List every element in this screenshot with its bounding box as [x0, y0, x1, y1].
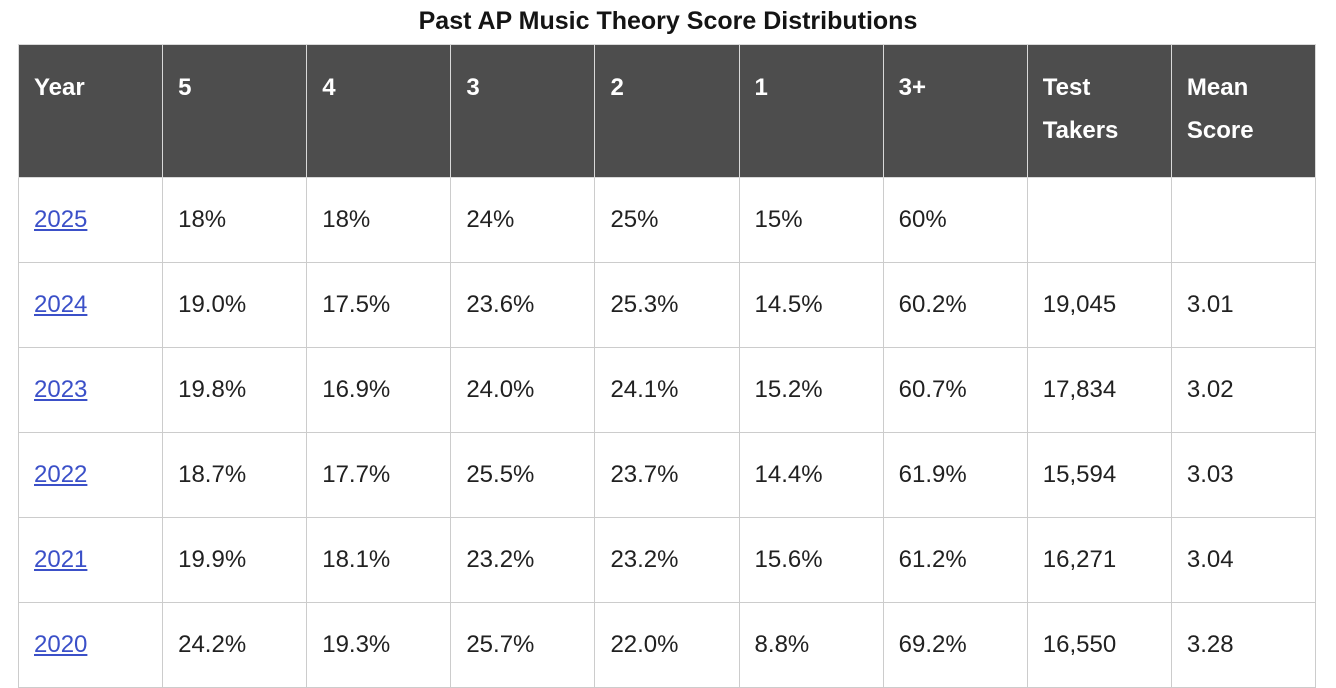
data-cell: 15%	[738, 177, 884, 263]
year-cell: 2020	[17, 602, 164, 688]
data-cell: 19.0%	[162, 262, 308, 348]
column-header-1: 1	[738, 44, 884, 178]
data-cell: 3.01	[1170, 262, 1317, 348]
year-link[interactable]: 2024	[34, 290, 88, 318]
data-cell: 17.5%	[306, 262, 452, 348]
table-header: Year 5 4 3 2 1 3+ Test Takers Mean Score	[17, 44, 1317, 178]
table-row: 2023 19.8% 16.9% 24.0% 24.1% 15.2% 60.7% 17,834…	[17, 347, 1317, 433]
column-header-2: 2	[594, 44, 740, 178]
data-cell: 14.5%	[738, 262, 884, 348]
table-row: 2024 19.0% 17.5% 23.6% 25.3% 14.5% 60.2% 19,045…	[17, 262, 1317, 348]
year-link[interactable]: 2021	[34, 545, 88, 573]
data-cell: 3.04	[1170, 517, 1317, 603]
data-cell: 24%	[450, 177, 596, 263]
data-cell: 8.8%	[738, 602, 884, 688]
column-header-5: 5	[162, 44, 308, 178]
data-cell: 61.2%	[882, 517, 1028, 603]
data-cell: 17.7%	[306, 432, 452, 518]
column-header-year: Year	[17, 44, 164, 178]
data-cell: 19.9%	[162, 517, 308, 603]
data-cell: 3.03	[1170, 432, 1317, 518]
data-cell: 23.2%	[594, 517, 740, 603]
year-cell: 2024	[17, 262, 164, 348]
data-cell: 60%	[882, 177, 1028, 263]
data-cell: 24.0%	[450, 347, 596, 433]
data-cell: 3.02	[1170, 347, 1317, 433]
table-row: 2020 24.2% 19.3% 25.7% 22.0% 8.8% 69.2% 16,550 3…	[17, 602, 1317, 688]
data-cell: 19,045	[1026, 262, 1172, 348]
data-cell: 60.2%	[882, 262, 1028, 348]
data-cell: 16.9%	[306, 347, 452, 433]
score-distribution-table: Year 5 4 3 2 1 3+ Test Takers Mean Score 2025 18%…	[17, 44, 1317, 688]
table-row: 2025 18% 18% 24% 25% 15% 60%	[17, 177, 1317, 263]
column-header-test-takers: Test Takers	[1026, 44, 1172, 178]
data-cell: 60.7%	[882, 347, 1028, 433]
table-body: 2025 18% 18% 24% 25% 15% 60% 2024 19.0% 17.5% 23.6…	[17, 177, 1317, 688]
data-cell: 25.3%	[594, 262, 740, 348]
data-cell: 14.4%	[738, 432, 884, 518]
data-cell: 18.7%	[162, 432, 308, 518]
data-cell: 61.9%	[882, 432, 1028, 518]
year-link[interactable]: 2020	[34, 630, 88, 658]
data-cell: 19.8%	[162, 347, 308, 433]
table-row: 2021 19.9% 18.1% 23.2% 23.2% 15.6% 61.2% 16,271…	[17, 517, 1317, 603]
table-container: Year 5 4 3 2 1 3+ Test Takers Mean Score 2025 18%…	[0, 44, 1336, 688]
column-header-mean-score: Mean Score	[1170, 44, 1317, 178]
data-cell: 23.7%	[594, 432, 740, 518]
data-cell: 19.3%	[306, 602, 452, 688]
data-cell: 15,594	[1026, 432, 1172, 518]
year-link[interactable]: 2025	[34, 205, 88, 233]
table-row: 2022 18.7% 17.7% 25.5% 23.7% 14.4% 61.9% 15,594…	[17, 432, 1317, 518]
data-cell: 24.2%	[162, 602, 308, 688]
data-cell: 16,271	[1026, 517, 1172, 603]
year-cell: 2025	[17, 177, 164, 263]
year-cell: 2023	[17, 347, 164, 433]
column-header-3-: 3+	[882, 44, 1028, 178]
data-cell: 3.28	[1170, 602, 1317, 688]
data-cell: 17,834	[1026, 347, 1172, 433]
data-cell: 25%	[594, 177, 740, 263]
column-header-4: 4	[306, 44, 452, 178]
page-title: Past AP Music Theory Score Distributions	[418, 7, 918, 35]
data-cell: 25.5%	[450, 432, 596, 518]
data-cell: 23.6%	[450, 262, 596, 348]
column-header-3: 3	[450, 44, 596, 178]
data-cell: 23.2%	[450, 517, 596, 603]
data-cell: 16,550	[1026, 602, 1172, 688]
data-cell	[1170, 177, 1317, 263]
data-cell: 15.2%	[738, 347, 884, 433]
data-cell: 18%	[162, 177, 308, 263]
data-cell: 18.1%	[306, 517, 452, 603]
year-cell: 2022	[17, 432, 164, 518]
header-row: Year 5 4 3 2 1 3+ Test Takers Mean Score	[17, 44, 1317, 178]
year-cell: 2021	[17, 517, 164, 603]
year-link[interactable]: 2023	[34, 375, 88, 403]
data-cell: 18%	[306, 177, 452, 263]
data-cell: 25.7%	[450, 602, 596, 688]
data-cell: 22.0%	[594, 602, 740, 688]
year-link[interactable]: 2022	[34, 460, 88, 488]
data-cell	[1026, 177, 1172, 263]
data-cell: 24.1%	[594, 347, 740, 433]
data-cell: 15.6%	[738, 517, 884, 603]
data-cell: 69.2%	[882, 602, 1028, 688]
